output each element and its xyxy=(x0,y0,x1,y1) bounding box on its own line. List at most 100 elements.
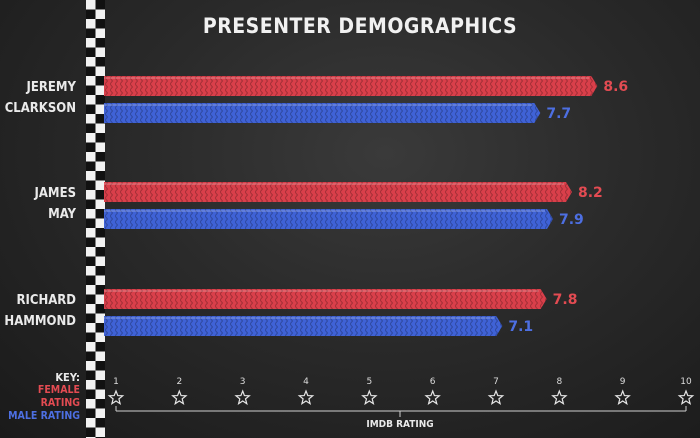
presenter-last-name: HAMMOND xyxy=(4,314,76,329)
checker-square xyxy=(86,285,96,295)
checker-square xyxy=(95,361,105,371)
checker-square xyxy=(86,380,96,390)
checker-square xyxy=(86,66,96,76)
bar-texture xyxy=(104,289,547,309)
checker-square xyxy=(86,247,96,257)
x-tick-label: 2 xyxy=(176,377,182,387)
checker-square xyxy=(95,152,105,162)
checker-square xyxy=(95,133,105,143)
bar-value-label: 7.1 xyxy=(508,319,533,335)
checker-square xyxy=(86,218,96,228)
checker-square xyxy=(95,199,105,209)
checker-square xyxy=(95,171,105,181)
checker-square xyxy=(86,85,96,95)
checker-square xyxy=(95,418,105,428)
checker-square xyxy=(95,266,105,276)
bar-value-label: 7.9 xyxy=(559,212,584,228)
checker-square xyxy=(95,275,105,285)
checker-square xyxy=(86,256,96,266)
checker-square xyxy=(86,342,96,352)
checker-square xyxy=(95,142,105,152)
presenter-first-name: JEREMY xyxy=(26,80,76,95)
checker-square xyxy=(86,114,96,124)
checker-square xyxy=(86,370,96,380)
checker-square xyxy=(86,57,96,67)
checker-square xyxy=(95,228,105,238)
checker-square xyxy=(95,294,105,304)
checker-square xyxy=(95,304,105,314)
checker-square xyxy=(95,256,105,266)
bar-texture xyxy=(104,103,541,123)
presenter-first-name: JAMES xyxy=(34,186,76,201)
checker-square xyxy=(95,285,105,295)
checker-square xyxy=(95,351,105,361)
checker-square xyxy=(86,152,96,162)
checker-square xyxy=(95,237,105,247)
checker-square xyxy=(86,19,96,29)
presenter-label-may: JAMES MAY xyxy=(0,183,76,225)
x-tick-label: 9 xyxy=(620,377,626,387)
star-icon xyxy=(107,389,125,406)
checker-square xyxy=(95,323,105,333)
checker-square xyxy=(95,313,105,323)
x-axis-label: IMDB RATING xyxy=(366,419,434,430)
checker-square xyxy=(86,228,96,238)
checker-square xyxy=(86,418,96,428)
star-icon xyxy=(234,389,251,406)
checker-square xyxy=(95,370,105,380)
checker-square xyxy=(86,28,96,38)
star-icon xyxy=(361,389,378,406)
checker-square xyxy=(95,9,105,19)
checker-square xyxy=(95,85,105,95)
star-icon xyxy=(677,389,695,406)
checker-square xyxy=(95,408,105,418)
checker-square xyxy=(95,427,105,437)
checker-square xyxy=(86,161,96,171)
bar-value-label: 7.8 xyxy=(553,292,578,308)
bar-texture xyxy=(104,209,553,229)
x-tick-label: 5 xyxy=(366,377,372,387)
checker-square xyxy=(86,76,96,86)
checker-square xyxy=(86,351,96,361)
checker-square xyxy=(86,38,96,48)
presenter-last-name: CLARKSON xyxy=(4,101,76,116)
star-icon xyxy=(297,389,315,406)
presenter-first-name: RICHARD xyxy=(16,293,77,308)
checker-square xyxy=(86,427,96,437)
presenter-label-hammond: RICHARD HAMMOND xyxy=(0,290,76,332)
checker-square xyxy=(95,28,105,38)
checker-square xyxy=(95,190,105,200)
checker-square xyxy=(95,123,105,133)
bar-texture xyxy=(104,182,572,202)
checker-square xyxy=(86,209,96,219)
bar-highlight xyxy=(104,104,533,106)
bar-highlight xyxy=(104,77,590,79)
bar-texture xyxy=(104,316,503,336)
checker-square xyxy=(95,342,105,352)
checker-square xyxy=(95,247,105,257)
x-tick-label: 8 xyxy=(556,377,562,387)
bar-value-label: 7.7 xyxy=(546,106,571,122)
star-icon xyxy=(424,389,441,406)
legend-female-rating: FEMALE RATING xyxy=(37,384,80,409)
checker-square xyxy=(86,0,96,10)
legend-male-rating: MALE RATING xyxy=(8,410,80,422)
checker-square xyxy=(95,209,105,219)
legend-title: KEY: xyxy=(55,371,80,384)
checker-square xyxy=(86,95,96,105)
checker-square xyxy=(95,95,105,105)
checker-square xyxy=(95,161,105,171)
checker-square xyxy=(86,361,96,371)
checker-square xyxy=(86,9,96,19)
checker-square xyxy=(95,380,105,390)
checker-square xyxy=(86,104,96,114)
checker-square xyxy=(95,0,105,10)
checker-square xyxy=(86,408,96,418)
checker-square xyxy=(95,47,105,57)
star-icon xyxy=(171,389,188,406)
bar-highlight xyxy=(104,210,545,212)
x-tick-label: 3 xyxy=(240,377,246,387)
checker-square xyxy=(95,19,105,29)
checker-square xyxy=(86,190,96,200)
